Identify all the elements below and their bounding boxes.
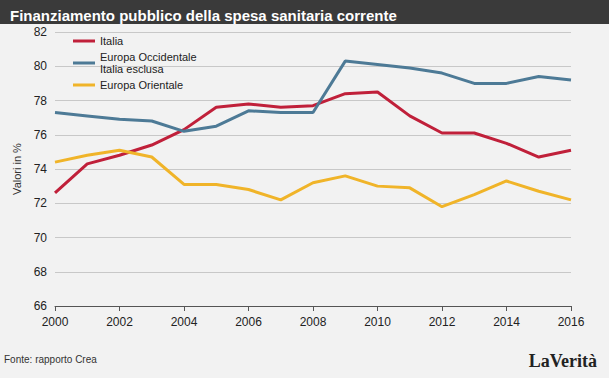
svg-text:Valori in %: Valori in %	[11, 143, 23, 195]
svg-text:2006: 2006	[235, 315, 262, 329]
svg-text:2014: 2014	[493, 315, 520, 329]
svg-text:70: 70	[34, 231, 48, 245]
svg-text:68: 68	[34, 265, 48, 279]
svg-text:78: 78	[34, 94, 48, 108]
svg-text:82: 82	[34, 25, 48, 39]
svg-text:72: 72	[34, 196, 48, 210]
svg-text:2012: 2012	[429, 315, 456, 329]
svg-text:2008: 2008	[300, 315, 327, 329]
svg-text:74: 74	[34, 162, 48, 176]
svg-text:Europa Orientale: Europa Orientale	[100, 79, 183, 91]
svg-text:2016: 2016	[558, 315, 585, 329]
svg-text:Italia: Italia	[100, 35, 124, 47]
svg-text:Finanziamento pubblico della s: Finanziamento pubblico della spesa sanit…	[10, 7, 397, 24]
svg-text:Europa Occidentale: Europa Occidentale	[100, 51, 197, 63]
svg-text:66: 66	[34, 299, 48, 313]
svg-text:Fonte: rapporto Crea: Fonte: rapporto Crea	[4, 354, 97, 365]
svg-text:2010: 2010	[364, 315, 391, 329]
svg-text:2004: 2004	[171, 315, 198, 329]
svg-text:80: 80	[34, 59, 48, 73]
svg-text:76: 76	[34, 128, 48, 142]
svg-text:2002: 2002	[106, 315, 133, 329]
svg-text:Italia esclusa: Italia esclusa	[100, 63, 164, 75]
svg-text:LaVerità: LaVerità	[529, 351, 597, 371]
svg-text:2000: 2000	[42, 315, 69, 329]
